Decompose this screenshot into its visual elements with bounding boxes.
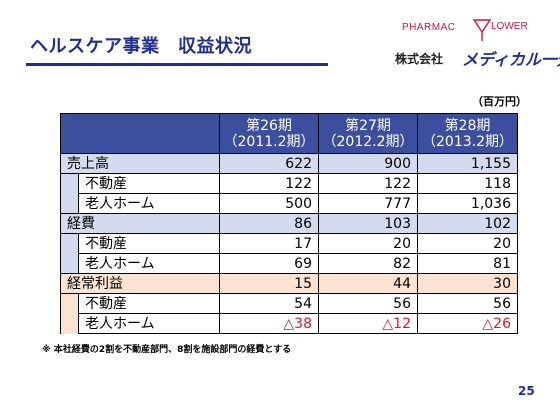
table-header-row: 第26期 （2011.2期） 第27期 （2012.2期） 第28期 （2013.2期… [60,113,518,154]
company-logo: PHARMAC LOWER 株式会社 メディカル一光 [352,12,560,74]
indent-cell [60,233,79,254]
header-corner-cell [60,113,220,154]
row-label: 不動産 [78,173,220,194]
row-label: 経費 [60,213,220,234]
cell-value: 20 [417,233,518,254]
table-row: 老人ホーム △38 △12 △26 [60,313,518,334]
table-row: 経常利益 15 44 30 [60,273,518,294]
cell-value: 15 [219,273,319,294]
cell-value: 118 [417,173,518,194]
flower-logo-icon [472,19,492,41]
table-row: 老人ホーム 69 82 81 [60,253,518,274]
cell-value: 44 [318,273,418,294]
cell-value: 122 [318,173,418,194]
cell-value: 54 [219,293,319,314]
period-date: （2011.2期） [223,133,315,150]
cell-value: 17 [219,233,319,254]
table-row: 不動産 54 56 56 [60,293,518,314]
revenue-table: 第26期 （2011.2期） 第27期 （2012.2期） 第28期 （2013.2期… [60,113,518,334]
row-label: 老人ホーム [78,313,220,334]
table-row: 不動産 17 20 20 [60,233,518,254]
logo-lower-text: LOWER [491,21,528,32]
page-number: 25 [518,384,535,398]
cell-value: 69 [219,253,319,274]
cell-value: 20 [318,233,418,254]
page-title: ヘルスケア事業 収益状況 [30,36,252,57]
header-period-26: 第26期 （2011.2期） [219,113,319,154]
cell-value: 122 [219,173,319,194]
cell-value: 30 [417,273,518,294]
indent-cell [60,173,79,194]
cell-value: 81 [417,253,518,274]
row-label: 老人ホーム [78,253,220,274]
cell-value: 500 [219,193,319,214]
row-label: 老人ホーム [78,193,220,214]
period-date: （2012.2期） [322,133,414,150]
cell-value-negative: △38 [219,313,319,334]
cell-value: 82 [318,253,418,274]
indent-cell [60,253,79,274]
period-label: 第28期 [444,117,491,134]
cell-value: 103 [318,213,418,234]
row-label: 不動産 [78,233,220,254]
period-date: （2013.2期） [422,133,513,150]
row-label: 経常利益 [60,273,220,294]
indent-cell [60,193,79,214]
cell-value: 1,036 [417,193,518,214]
row-label: 売上高 [60,153,220,174]
cell-value: 622 [219,153,319,174]
cell-value-negative: △12 [318,313,418,334]
header-period-28: 第28期 （2013.2期） [417,113,518,154]
logo-pharmac-text: PHARMAC [402,22,456,33]
logo-company-type: 株式会社 [395,52,444,66]
cell-value: 777 [318,193,418,214]
cell-value: 1,155 [417,153,518,174]
table-row: 不動産 122 122 118 [60,173,518,194]
period-label: 第27期 [345,117,391,134]
indent-cell [60,293,79,314]
cell-value: 900 [318,153,418,174]
unit-label: （百万円） [472,95,527,108]
table-row: 売上高 622 900 1,155 [60,153,518,174]
title-underline [26,63,328,66]
cell-value: 56 [417,293,518,314]
indent-cell [60,313,79,334]
table-row: 老人ホーム 500 777 1,036 [60,193,518,214]
cell-value: 102 [417,213,518,234]
logo-brand-name: メディカル一光 [462,50,560,69]
cell-value: 56 [318,293,418,314]
cell-value: 86 [219,213,319,234]
period-label: 第26期 [246,117,292,134]
footnote: ※ 本社経費の2割を不動産部門、8割を施設部門の経費とする [42,345,292,355]
cell-value-negative: △26 [417,313,518,334]
header-period-27: 第27期 （2012.2期） [318,113,418,154]
row-label: 不動産 [78,293,220,314]
table-row: 経費 86 103 102 [60,213,518,234]
